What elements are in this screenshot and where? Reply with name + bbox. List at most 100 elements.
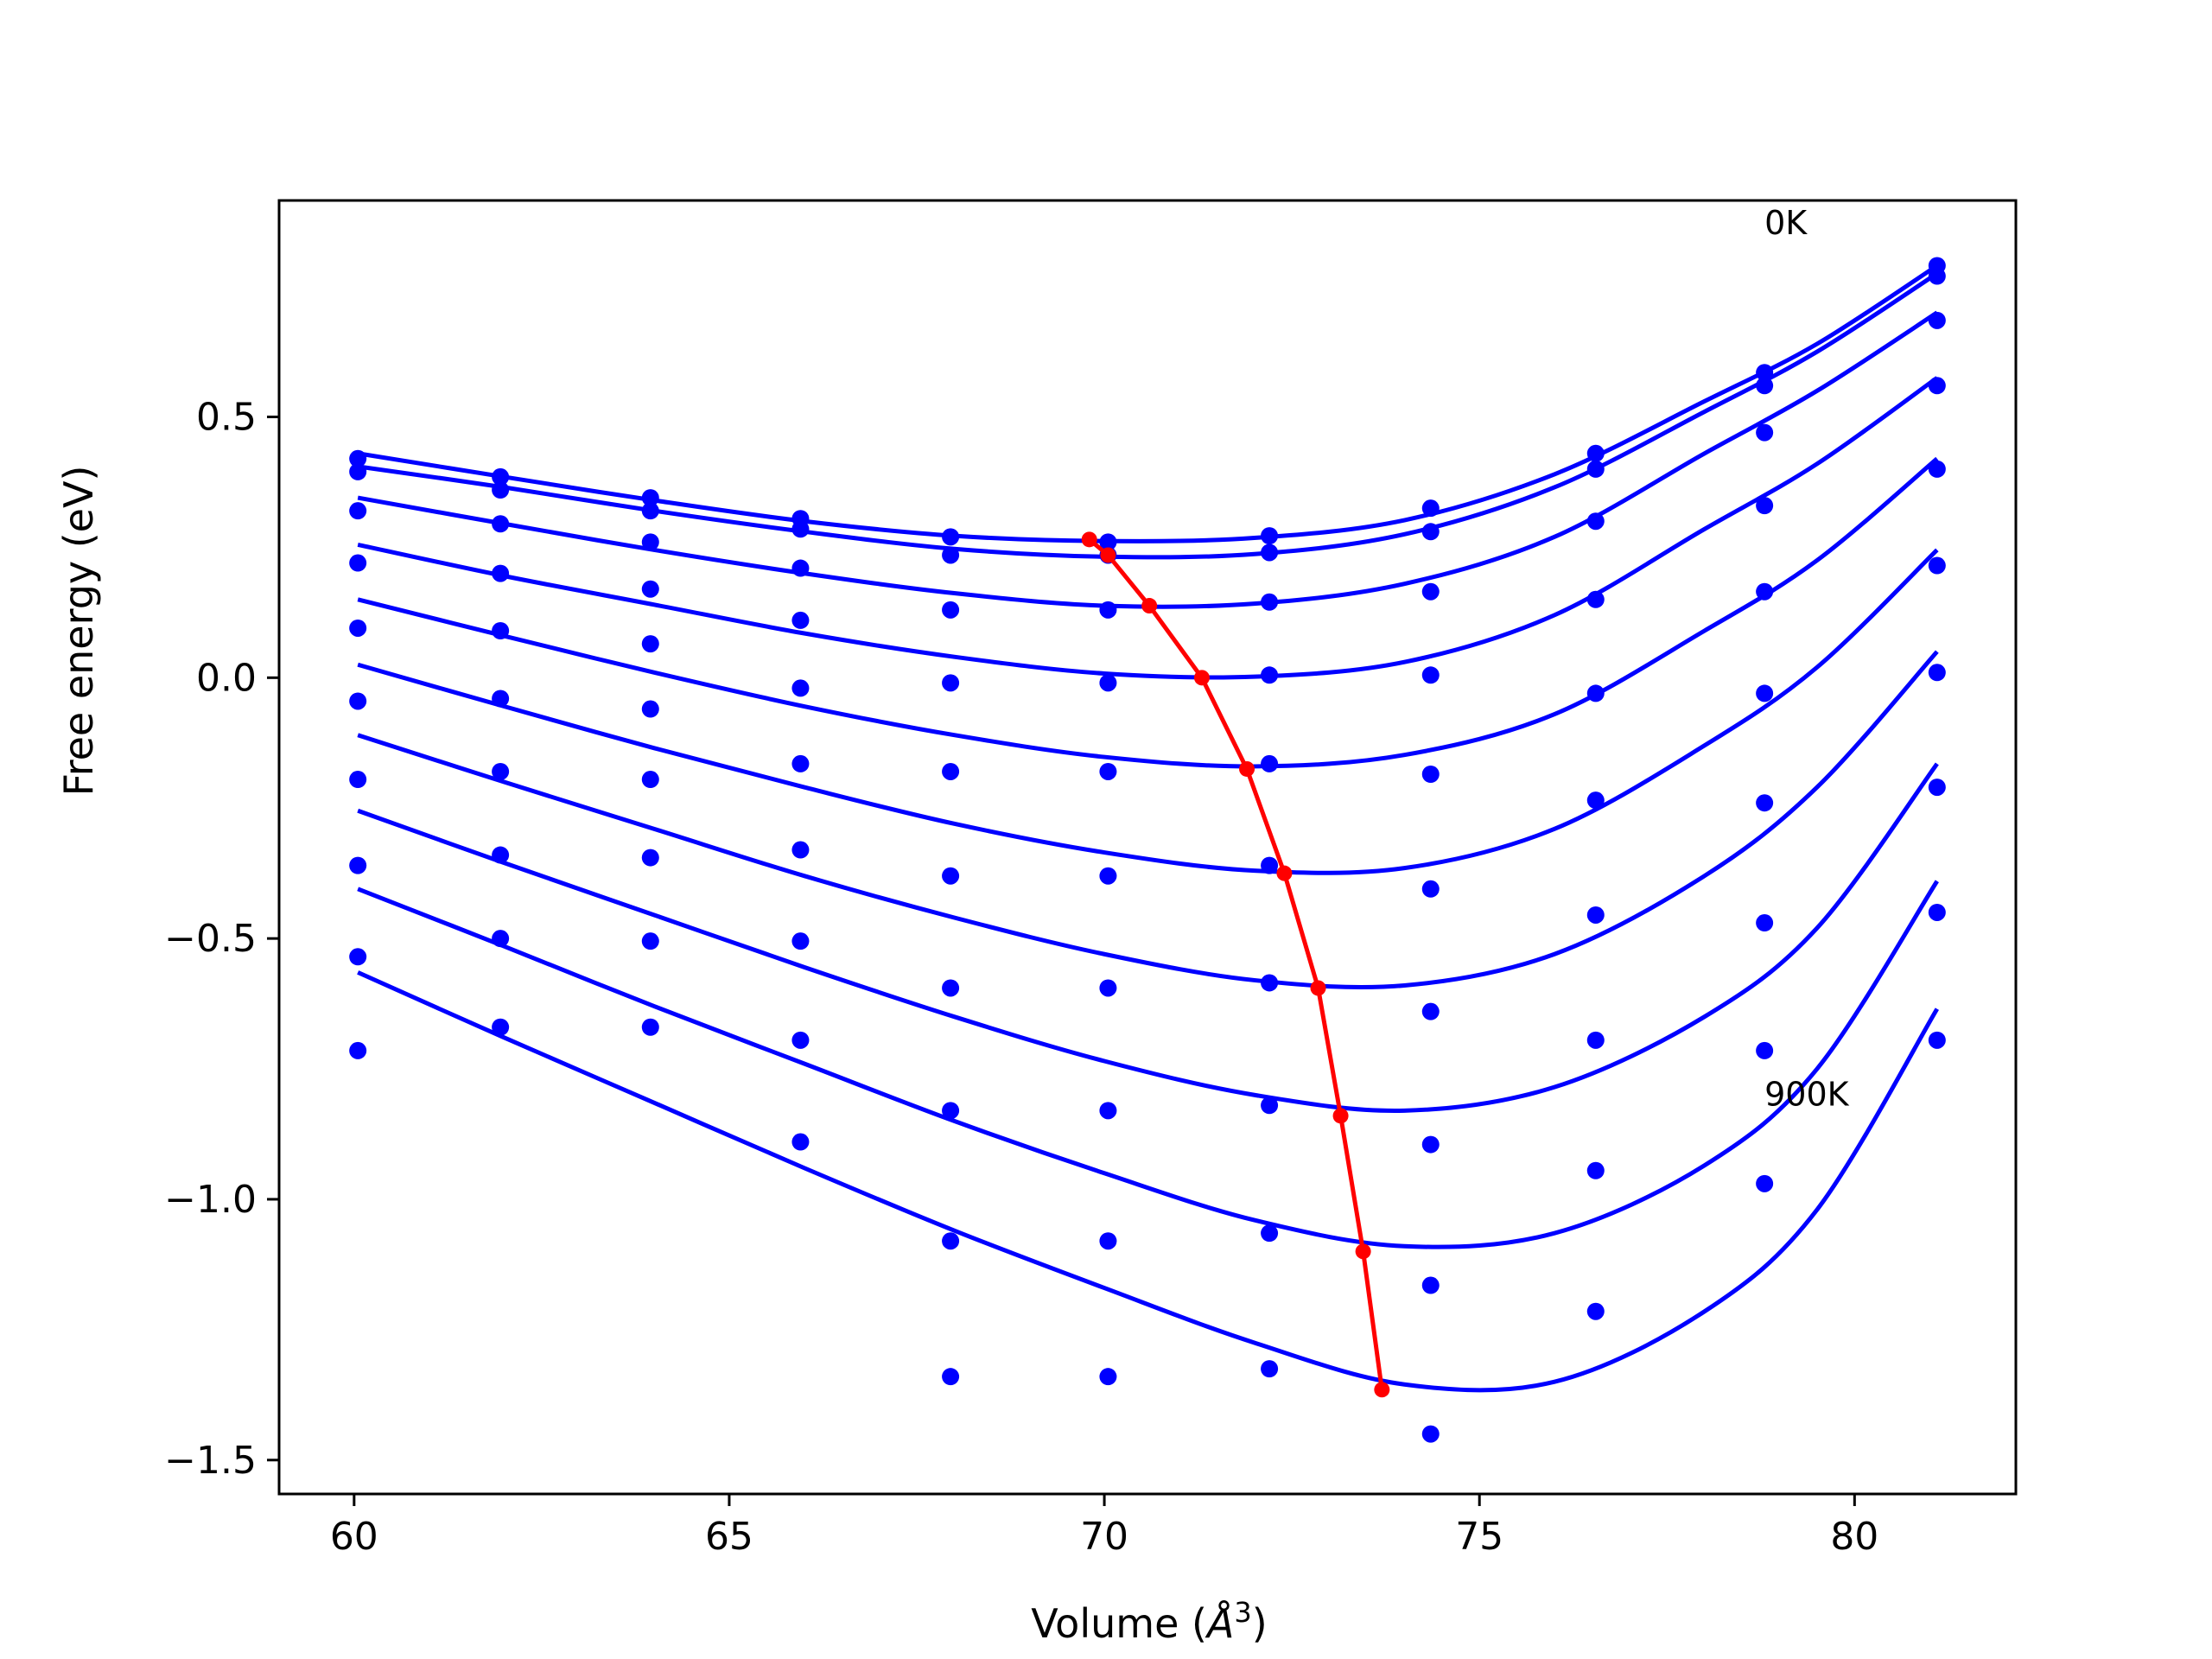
data-point-3-7 [1421, 666, 1440, 684]
data-point-8-9 [1756, 1041, 1774, 1059]
data-point-6-2 [641, 771, 659, 789]
data-point-4-9 [1756, 582, 1774, 601]
data-point-0-5 [1099, 533, 1117, 551]
data-point-3-4 [942, 674, 960, 692]
fit-curve-8 [357, 880, 1939, 1249]
data-point-0-8 [1586, 444, 1605, 462]
data-point-8-1 [492, 930, 510, 948]
data-point-0-1 [492, 467, 510, 486]
x-tick-label-0: 60 [330, 1515, 378, 1559]
data-point-6-3 [791, 841, 810, 859]
y-tick-label-1: 0.0 [196, 656, 257, 700]
data-point-4-7 [1421, 765, 1440, 783]
data-point-2-1 [492, 515, 510, 533]
data-point-1-3 [791, 520, 810, 538]
y-tick-label-2: −0.5 [164, 917, 257, 961]
data-points [349, 257, 1946, 1443]
data-point-5-7 [1421, 880, 1440, 898]
data-point-4-2 [641, 635, 659, 653]
fit-curve-4 [357, 456, 1939, 769]
fit-curve-5 [357, 548, 1939, 875]
data-point-5-5 [1099, 867, 1117, 885]
data-point-4-5 [1099, 762, 1117, 780]
data-point-5-10 [1928, 556, 1946, 575]
data-point-6-10 [1928, 664, 1946, 682]
minimum-point-1 [1100, 547, 1116, 563]
data-point-0-4 [942, 528, 960, 546]
data-point-7-4 [942, 1102, 960, 1120]
data-point-3-2 [641, 580, 659, 598]
data-point-1-7 [1421, 523, 1440, 541]
minimum-point-3 [1193, 670, 1210, 686]
data-point-1-4 [942, 546, 960, 564]
data-point-1-1 [492, 481, 510, 499]
fit-curve-9 [357, 970, 1939, 1393]
data-point-1-9 [1756, 377, 1774, 395]
data-point-6-6 [1261, 974, 1279, 992]
data-point-2-9 [1756, 423, 1774, 442]
data-point-3-5 [1099, 674, 1117, 692]
data-point-6-0 [349, 771, 367, 789]
data-point-9-9 [1756, 1174, 1774, 1192]
data-point-1-0 [349, 462, 367, 480]
data-point-5-6 [1261, 856, 1279, 874]
data-point-2-4 [942, 601, 960, 619]
data-point-8-5 [1099, 1232, 1117, 1250]
data-point-1-10 [1928, 267, 1946, 285]
data-point-6-8 [1586, 906, 1605, 924]
data-point-8-2 [641, 932, 659, 950]
data-point-3-0 [349, 554, 367, 572]
data-point-3-1 [492, 564, 510, 582]
data-point-3-8 [1586, 590, 1605, 608]
data-point-8-7 [1421, 1276, 1440, 1294]
plot-area-frame [277, 199, 2018, 1496]
data-point-8-3 [791, 1031, 810, 1049]
data-point-3-10 [1928, 377, 1946, 395]
data-point-6-5 [1099, 979, 1117, 997]
data-point-6-1 [492, 762, 510, 780]
minimum-point-4 [1239, 760, 1255, 777]
data-point-2-10 [1928, 311, 1946, 329]
fit-curves [357, 264, 1939, 1393]
data-point-2-3 [791, 559, 810, 577]
data-point-6-7 [1421, 1002, 1440, 1020]
x-tick-label-1: 65 [705, 1515, 753, 1559]
x-tick-label-2: 70 [1080, 1515, 1128, 1559]
data-point-9-6 [1261, 1360, 1279, 1378]
data-point-2-5 [1099, 601, 1117, 619]
data-point-4-0 [349, 619, 367, 637]
data-point-2-8 [1586, 512, 1605, 531]
data-point-7-0 [349, 856, 367, 874]
data-point-8-6 [1261, 1224, 1279, 1243]
y-tick-label-3: −1.0 [164, 1178, 257, 1222]
data-point-4-4 [942, 762, 960, 780]
data-point-0-0 [349, 449, 367, 467]
data-point-5-4 [942, 867, 960, 885]
data-point-7-1 [492, 846, 510, 864]
data-point-3-9 [1756, 497, 1774, 515]
y-tick-label-0: 0.5 [196, 396, 257, 440]
minimum-point-8 [1355, 1243, 1371, 1260]
minimum-point-5 [1276, 865, 1293, 881]
x-tick-label-3: 75 [1455, 1515, 1503, 1559]
data-point-5-3 [791, 754, 810, 772]
minima-connector [1088, 537, 1384, 1390]
data-point-5-1 [492, 690, 510, 708]
data-point-5-2 [641, 700, 659, 718]
data-point-7-6 [1261, 1096, 1279, 1115]
x-tick-label-4: 80 [1830, 1515, 1878, 1559]
data-point-2-2 [641, 533, 659, 551]
data-point-9-10 [1928, 1031, 1946, 1049]
data-point-1-2 [641, 502, 659, 520]
data-point-2-0 [349, 502, 367, 520]
data-point-1-6 [1261, 543, 1279, 562]
fit-curve-6 [357, 650, 1939, 990]
y-tick-label-4: −1.5 [164, 1439, 257, 1483]
minimum-point-6 [1310, 980, 1326, 996]
data-point-7-10 [1928, 779, 1946, 797]
data-point-7-5 [1099, 1102, 1117, 1120]
data-point-4-3 [791, 679, 810, 697]
data-point-3-6 [1261, 666, 1279, 684]
data-point-0-2 [641, 489, 659, 507]
